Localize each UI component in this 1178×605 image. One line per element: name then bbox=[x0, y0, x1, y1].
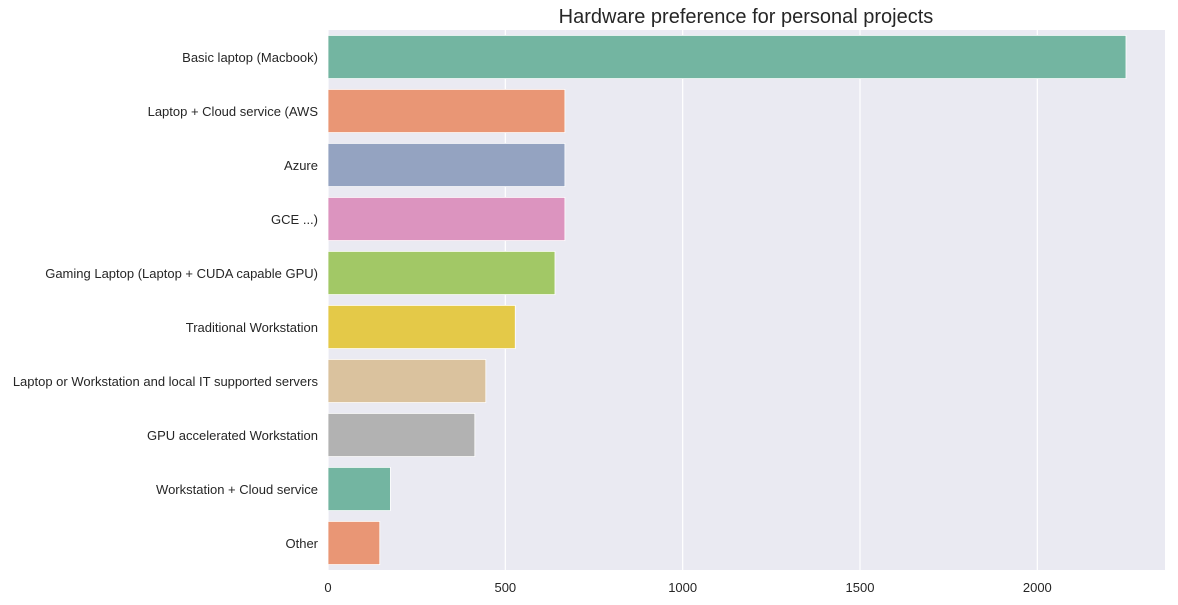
x-tick-label: 2000 bbox=[1023, 580, 1052, 595]
y-tick-label: Gaming Laptop (Laptop + CUDA capable GPU… bbox=[45, 266, 318, 281]
y-tick-label: Basic laptop (Macbook) bbox=[182, 50, 318, 65]
bar bbox=[327, 521, 381, 566]
bar bbox=[327, 142, 566, 187]
bar bbox=[327, 196, 566, 241]
chart-title: Hardware preference for personal project… bbox=[559, 6, 934, 28]
bar bbox=[327, 466, 391, 511]
y-tick-label: Traditional Workstation bbox=[186, 320, 318, 335]
bar bbox=[327, 412, 476, 457]
y-tick-label: Workstation + Cloud service bbox=[156, 482, 318, 497]
x-axis-tick-labels: 0 500 1000 1500 2000 bbox=[324, 580, 1051, 595]
bars bbox=[327, 35, 1127, 566]
x-tick-label: 0 bbox=[324, 580, 331, 595]
y-tick-label: GCE ...) bbox=[271, 212, 318, 227]
y-tick-label: GPU accelerated Workstation bbox=[147, 428, 318, 443]
y-tick-label: Laptop + Cloud service (AWS bbox=[148, 104, 319, 119]
x-tick-label: 1500 bbox=[846, 580, 875, 595]
x-tick-label: 1000 bbox=[668, 580, 697, 595]
y-axis-labels: Basic laptop (Macbook) Laptop + Cloud ser… bbox=[13, 50, 319, 551]
bar bbox=[327, 304, 516, 349]
bar bbox=[327, 89, 566, 134]
y-tick-label: Azure bbox=[284, 158, 318, 173]
bar bbox=[327, 35, 1127, 80]
bar bbox=[327, 358, 487, 403]
y-tick-label: Laptop or Workstation and local IT suppo… bbox=[13, 374, 319, 389]
x-tick-label: 500 bbox=[494, 580, 516, 595]
bar bbox=[327, 250, 556, 295]
y-tick-label: Other bbox=[285, 536, 318, 551]
